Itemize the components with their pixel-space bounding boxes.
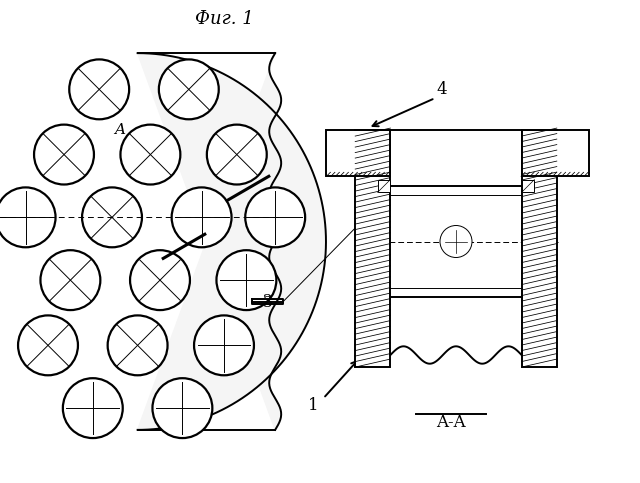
Circle shape — [159, 59, 219, 119]
Circle shape — [172, 187, 232, 247]
Text: A: A — [114, 124, 125, 137]
Text: 1: 1 — [308, 397, 319, 414]
Circle shape — [152, 378, 212, 438]
Text: Фиг. 1: Фиг. 1 — [195, 10, 253, 28]
Bar — [522, 130, 557, 367]
Text: 2: 2 — [262, 294, 273, 308]
Circle shape — [245, 187, 305, 247]
Circle shape — [130, 250, 190, 310]
Circle shape — [40, 250, 100, 310]
Text: 4: 4 — [436, 81, 447, 98]
Polygon shape — [138, 53, 326, 430]
Text: A-A: A-A — [436, 414, 466, 431]
Bar — [326, 130, 390, 176]
Circle shape — [18, 315, 78, 375]
Bar — [378, 180, 390, 192]
Bar — [522, 130, 589, 176]
Circle shape — [216, 250, 276, 310]
Circle shape — [440, 226, 472, 257]
Circle shape — [34, 125, 94, 185]
Circle shape — [120, 125, 180, 185]
Bar — [355, 130, 390, 367]
Circle shape — [194, 315, 254, 375]
Circle shape — [82, 187, 142, 247]
Circle shape — [108, 315, 168, 375]
Bar — [522, 180, 534, 192]
Circle shape — [207, 125, 267, 185]
Circle shape — [63, 378, 123, 438]
Text: 3: 3 — [262, 296, 273, 310]
Circle shape — [69, 59, 129, 119]
Circle shape — [0, 187, 56, 247]
